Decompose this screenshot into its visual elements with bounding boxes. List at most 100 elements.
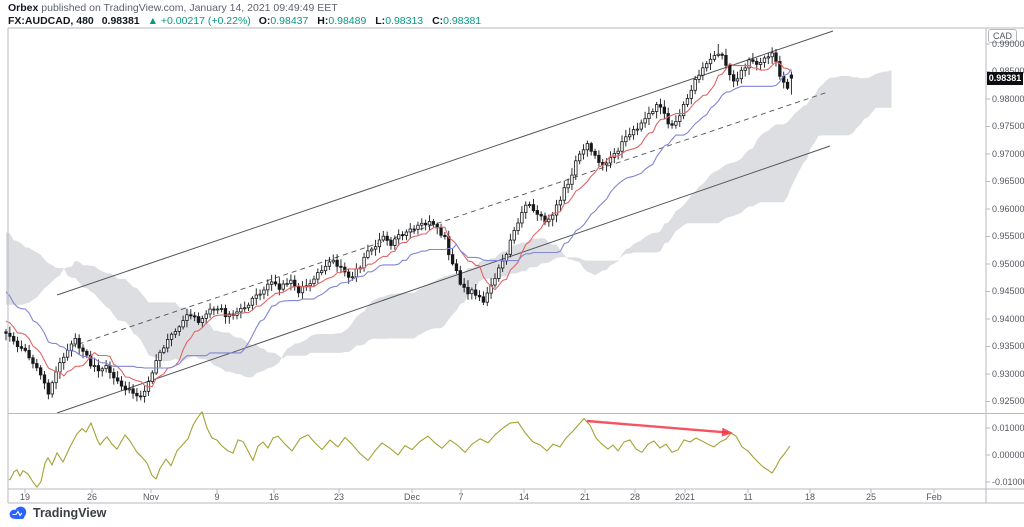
time-axis-label: 9 (214, 492, 220, 502)
open-label: O: (258, 15, 271, 27)
high-pair: H:0.98489 (317, 15, 366, 27)
time-axis-label: 26 (86, 492, 98, 502)
channel-upper-line[interactable] (56, 30, 834, 296)
time-axis-label: 7 (458, 492, 464, 502)
candle-body (35, 363, 39, 369)
candle-body (531, 204, 536, 211)
candle-body (427, 221, 432, 226)
candle-body (558, 199, 563, 206)
candle-body (705, 63, 709, 69)
price-axis-label: 0.95500 (992, 231, 1024, 241)
close-pair: C:0.98381 (432, 15, 481, 27)
high-value: 0.98489 (328, 15, 367, 27)
candle-body (404, 231, 409, 236)
candle-body (701, 67, 705, 76)
time-axis-label: 11 (743, 492, 753, 502)
candle-body (728, 65, 732, 76)
candle-body (481, 296, 486, 303)
candle-body (589, 143, 593, 152)
candle-body (219, 308, 224, 310)
chart-frame (7, 27, 1024, 504)
candle-body (142, 390, 147, 397)
open-value: 0.98437 (270, 15, 309, 27)
publisher-name: Orbex (8, 2, 39, 14)
candle-body (612, 152, 616, 158)
candle-body (393, 238, 397, 246)
candle-body (477, 294, 482, 298)
candle-body (39, 367, 43, 376)
candle-body (177, 326, 181, 332)
price-change: ▲ +0.00217 (+0.22%) (147, 15, 251, 27)
candle-body (408, 228, 412, 233)
candle-body (269, 281, 274, 285)
candle-body (466, 286, 470, 295)
candle-body (289, 279, 293, 285)
candle-body (281, 283, 285, 290)
candle-body (716, 53, 720, 56)
candle-body (92, 365, 97, 368)
candle-body (628, 134, 632, 138)
candle-body (154, 360, 158, 374)
candle-body (331, 259, 335, 263)
publish-info: published on TradingView.com, January 14… (41, 2, 338, 14)
candle-body (362, 256, 366, 269)
trend-arrow[interactable] (586, 419, 733, 437)
kijun-line (5, 68, 792, 369)
tradingview-logo[interactable]: TradingView (8, 505, 106, 520)
candle-body (485, 292, 489, 303)
candle-body (200, 318, 205, 323)
candle-body (308, 283, 312, 287)
candle-body (635, 128, 640, 131)
candle-body (493, 277, 497, 286)
candle-body (150, 372, 154, 382)
currency-badge[interactable]: CAD (988, 29, 1018, 43)
candle-body (139, 395, 143, 398)
candle-body (720, 53, 724, 56)
channel-midline-dashed[interactable] (69, 91, 829, 348)
candle-body (439, 227, 443, 236)
candle-body (420, 222, 424, 226)
candle-body (662, 106, 666, 114)
price-axis-label: 0.93500 (992, 341, 1024, 351)
candle-body (350, 276, 355, 279)
candle-body (651, 111, 655, 114)
candle-body (127, 388, 131, 391)
candle-body (766, 56, 770, 59)
candle-body (724, 55, 728, 66)
candle-body (285, 283, 289, 286)
candle-body (339, 265, 343, 268)
candle-body (447, 236, 451, 256)
legend-line: FX:AUDCAD, 480 0.98381 ▲ +0.00217 (+0.22… (8, 15, 487, 28)
time-axis-label: 18 (804, 492, 816, 502)
candle-body (223, 308, 228, 318)
symbol-label[interactable]: FX:AUDCAD, 480 (8, 15, 94, 27)
candle-body (169, 333, 174, 340)
candle-body (50, 382, 54, 395)
candle-body (597, 154, 601, 163)
candle-body (512, 230, 516, 241)
time-axis[interactable]: 19 26 Nov 9 16 23 Dec 7 14 21 28 2021 11 18 25 Feb (0, 489, 1024, 503)
current-price-tag: 0.98381 (987, 71, 1023, 85)
candle-body (508, 239, 513, 255)
open-pair: O:0.98437 (259, 15, 309, 27)
price-axis-label: 0.92500 (992, 396, 1024, 406)
close-value: 0.98381 (443, 15, 482, 27)
candle-body (647, 113, 651, 119)
candle-body (42, 374, 47, 384)
candle-body (400, 234, 405, 237)
chart-header: Orbex published on TradingView.com, Janu… (8, 2, 487, 28)
candle-body (366, 250, 370, 258)
time-axis-label: 16 (268, 492, 280, 502)
candle-body (751, 59, 755, 62)
candle-body (566, 183, 570, 189)
candle-body (570, 174, 574, 185)
candle-body (277, 283, 282, 290)
candle-body (196, 316, 201, 323)
time-axis-label: Dec (403, 492, 421, 502)
candle-body (112, 372, 116, 379)
price-axis[interactable]: 0.99000 0.98500 0.98000 0.97500 0.97000 0.965… (986, 0, 1024, 527)
channel-lower-line[interactable] (56, 145, 831, 414)
candle-body (316, 272, 320, 280)
candle-body (266, 283, 270, 291)
